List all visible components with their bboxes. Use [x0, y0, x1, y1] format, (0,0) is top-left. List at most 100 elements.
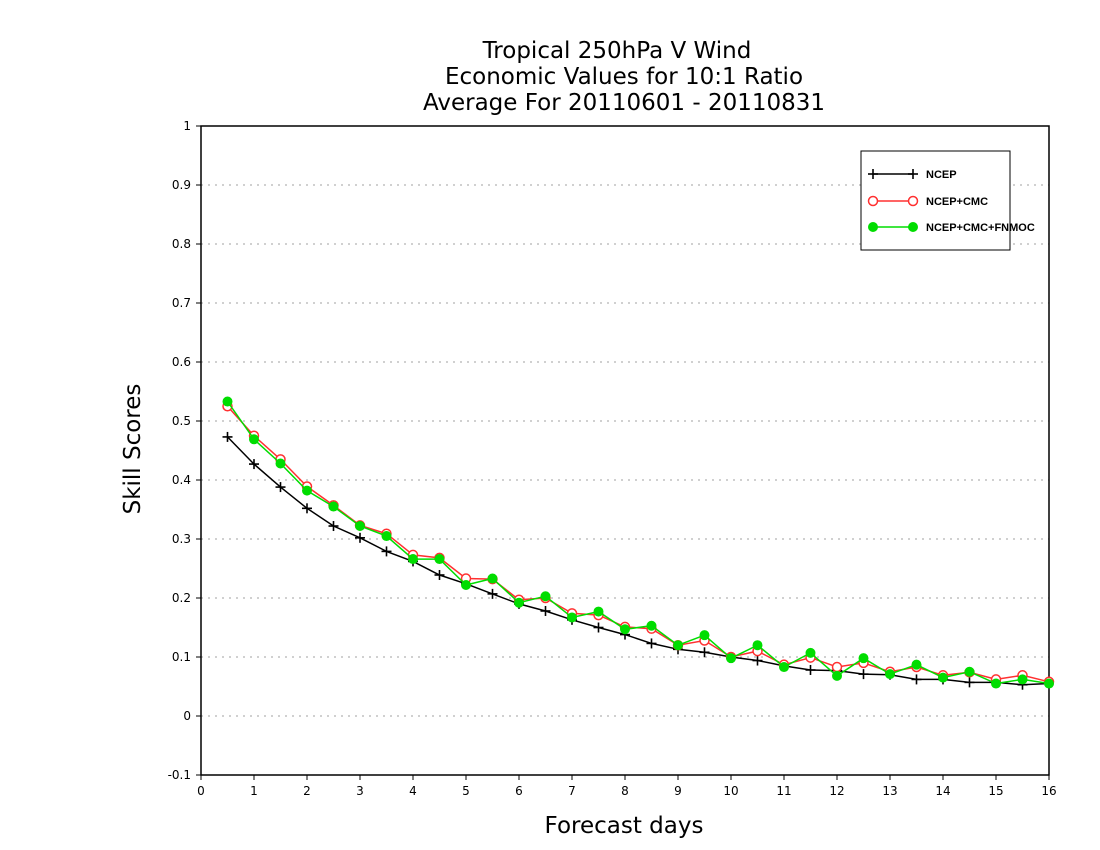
x-tick-label-7: 7	[568, 784, 576, 798]
x-tick-label-15: 15	[988, 784, 1003, 798]
series-0-point-24	[858, 669, 869, 680]
x-tick-label-16: 16	[1041, 784, 1056, 798]
series-0-point-12	[540, 605, 551, 616]
series-2-point-26	[911, 659, 922, 670]
series-0	[222, 431, 1054, 690]
y-tick-label-11: 1	[183, 119, 191, 133]
series-2-point-18	[699, 630, 710, 641]
series-2-point-29	[991, 678, 1001, 689]
series-2-point-0	[222, 396, 233, 407]
x-tick-label-14: 14	[935, 784, 950, 798]
x-axis-label: Forecast days	[545, 813, 704, 839]
series-2-point-6	[381, 531, 392, 542]
x-tick-label-11: 11	[776, 784, 791, 798]
series-2-point-3	[302, 485, 312, 496]
series-0-point-4	[328, 521, 339, 532]
x-tick-label-12: 12	[829, 784, 844, 798]
series-0-point-3	[302, 503, 312, 514]
series-0-point-5	[355, 532, 365, 543]
series-2-point-31	[1044, 678, 1054, 689]
x-tick-label-9: 9	[674, 784, 682, 798]
series-2-point-24	[858, 653, 869, 664]
x-tick-label-8: 8	[621, 784, 629, 798]
series-2	[222, 396, 1054, 689]
x-tick-label-0: 0	[197, 784, 205, 798]
series-2-point-8	[434, 554, 445, 565]
grid	[201, 184, 1049, 717]
series-2-point-2	[275, 458, 286, 469]
x-axis-ticks: 0 1 2 3 4 5 6 7 8 9 10 11 12 13 14 15 16	[197, 775, 1057, 798]
legend-entry-2: NCEP+CMC+FNMOC	[868, 222, 1035, 234]
series-1-point-23	[831, 661, 843, 673]
series-2-point-14	[593, 606, 604, 617]
series-2-point-9	[461, 580, 471, 591]
title-line-1: Tropical 250hPa V Wind	[482, 38, 752, 64]
legend-marker-a-0	[868, 169, 878, 179]
series-2-point-11	[514, 597, 524, 608]
legend-label-0: NCEP	[926, 169, 957, 181]
series-2-point-10	[487, 573, 498, 584]
y-tick-label-9: 0.8	[172, 237, 191, 251]
x-tick-label-4: 4	[409, 784, 417, 798]
series-2-point-12	[540, 591, 551, 602]
series-2-point-1	[249, 434, 259, 445]
series-0-point-0	[222, 431, 233, 442]
series-2-point-23	[832, 670, 842, 681]
series-2-point-4	[328, 501, 339, 512]
series-2-point-28	[964, 666, 975, 677]
y-tick-label-2: 0.1	[172, 650, 191, 664]
legend: NCEP NCEP+CMC NCEP+CMC+FNMOC	[860, 150, 1035, 251]
series-2-point-25	[885, 669, 895, 680]
x-tick-label-10: 10	[723, 784, 738, 798]
y-axis-label: Skill Scores	[120, 384, 146, 515]
series-2-point-20	[752, 640, 763, 651]
series-2-point-17	[673, 640, 683, 651]
series-1	[222, 401, 1055, 688]
series-2-point-19	[726, 653, 736, 664]
series-0-point-10	[487, 588, 498, 599]
title-line-3: Average For 20110601 - 20110831	[423, 90, 825, 116]
series-2-point-21	[779, 662, 789, 673]
series-0-point-2	[275, 482, 286, 493]
series-2-point-5	[355, 521, 365, 532]
series-2-point-7	[408, 554, 418, 565]
series-0-point-18	[699, 647, 710, 658]
series-0-point-26	[911, 674, 922, 685]
series-0-point-6	[381, 546, 392, 557]
series-2-point-15	[620, 624, 630, 635]
series-2-point-13	[567, 612, 577, 623]
y-tick-label-6: 0.5	[172, 414, 191, 428]
x-tick-label-3: 3	[356, 784, 364, 798]
series-0-point-14	[593, 622, 604, 633]
x-tick-label-5: 5	[462, 784, 470, 798]
legend-entry-1: NCEP+CMC	[867, 195, 988, 208]
series-0-point-1	[249, 459, 259, 470]
legend-marker-b-1	[907, 195, 919, 207]
series-line-2	[226, 401, 1050, 685]
legend-marker-b-0	[908, 169, 918, 179]
y-tick-label-10: 0.9	[172, 178, 191, 192]
legend-label-1: NCEP+CMC	[926, 196, 988, 208]
series-0-point-16	[646, 638, 657, 649]
y-tick-label-4: 0.3	[172, 532, 191, 546]
series-2-point-16	[646, 620, 657, 631]
series-0-point-20	[752, 655, 763, 666]
legend-marker-a-1	[867, 195, 879, 207]
y-tick-label-0: -0.1	[168, 768, 191, 782]
chart-title: Tropical 250hPa V Wind Economic Values f…	[423, 38, 825, 116]
y-axis-ticks: -0.1 0 0.1 0.2 0.3 0.4 0.5 0.6 0.7 0.8 0.9 1	[168, 119, 201, 782]
series-0-point-8	[434, 569, 445, 580]
legend-entry-0: NCEP	[868, 169, 957, 181]
y-tick-label-5: 0.4	[172, 473, 191, 487]
x-tick-label-2: 2	[303, 784, 311, 798]
x-tick-label-13: 13	[882, 784, 897, 798]
y-tick-label-7: 0.6	[172, 355, 191, 369]
series-line-0	[226, 436, 1050, 686]
series-2-point-30	[1017, 674, 1028, 685]
legend-label-2: NCEP+CMC+FNMOC	[926, 222, 1035, 234]
legend-marker-b-2	[908, 222, 918, 232]
legend-marker-a-2	[868, 222, 878, 232]
y-tick-label-3: 0.2	[172, 591, 191, 605]
series-2-point-27	[938, 672, 948, 683]
